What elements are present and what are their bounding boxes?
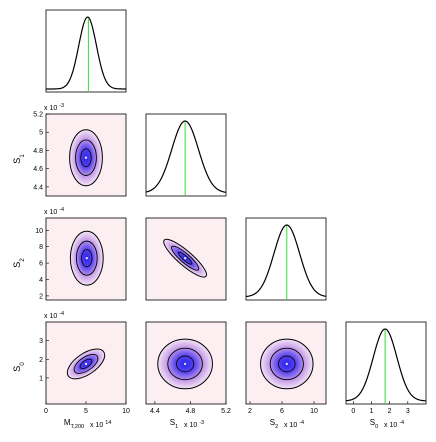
xtick-label-s0: 1 — [370, 408, 374, 415]
ylabel-s0: S0 — [12, 362, 26, 372]
joint-density-s2-s0 — [260, 338, 314, 390]
xlabel-s1: S1 — [170, 418, 178, 430]
scale-note-x-s0: x 10 -4 — [384, 420, 404, 429]
scale-note-y-s0: x 10 -4 — [44, 311, 64, 320]
ytick-label-s2: 2 — [39, 293, 43, 300]
xtick-label-m: 10 — [122, 408, 130, 415]
ylabel-s1: S1 — [12, 154, 26, 164]
marginal-frame-s2 — [245, 217, 327, 301]
ytick-label-s2: 8 — [39, 244, 43, 251]
ytick-label-s0: 1 — [39, 375, 43, 382]
ytick-label-s0: 2 — [39, 357, 43, 364]
xtick-label-s0: 3 — [406, 408, 410, 415]
xlabel-m: MT,200 — [64, 418, 84, 430]
ytick-label-s2: 4 — [39, 277, 43, 284]
scale-note-x-s1: x 10 -3 — [184, 420, 204, 429]
ylabel-s2: S2 — [12, 258, 26, 268]
ytick-label-s2: 10 — [35, 228, 43, 235]
joint-density-m-s2 — [69, 230, 104, 286]
joint-density-m-s1 — [69, 129, 103, 187]
ytick-label-s1: 4.6 — [33, 166, 43, 173]
marginal-frame-s0 — [345, 321, 427, 405]
xtick-label-s1: 4.4 — [150, 408, 160, 415]
xtick-label-s1: 5.2 — [221, 408, 231, 415]
ytick-label-s1: 4.4 — [33, 184, 43, 191]
xtick-label-s2: 10 — [310, 408, 318, 415]
xtick-label-m: 0 — [44, 408, 48, 415]
scale-note-x-m: x 10 14 — [90, 420, 111, 429]
xtick-label-s2: 6 — [280, 408, 284, 415]
xtick-label-s2: 2 — [248, 408, 252, 415]
ytick-label-s0: 3 — [39, 338, 43, 345]
marginal-curve-s0 — [345, 328, 426, 402]
xtick-label-m: 5 — [84, 408, 88, 415]
scale-note-y-s2: x 10 -4 — [44, 207, 64, 216]
xtick-label-s0: 2 — [388, 408, 392, 415]
xlabel-s0: S0 — [370, 418, 378, 430]
panels-layer — [45, 9, 427, 405]
joint-density-s1-s0 — [157, 338, 213, 390]
marginal-frame-s1 — [145, 113, 227, 197]
ytick-label-s2: 6 — [39, 261, 43, 268]
marginal-frame-m — [45, 9, 127, 93]
ytick-label-s1: 4.8 — [33, 148, 43, 155]
marginal-curve-s2 — [245, 224, 327, 298]
xlabel-s2: S2 — [270, 418, 278, 430]
marginal-curve-m — [46, 16, 126, 90]
joint-density-m-s0 — [66, 348, 106, 380]
ytick-label-s1: 5 — [39, 130, 43, 137]
ytick-label-s1: 5.2 — [33, 112, 43, 119]
scale-note-x-s2: x 10 -4 — [284, 420, 304, 429]
marginal-curve-s1 — [145, 120, 227, 193]
scale-note-y-s1: x 10 -3 — [44, 103, 64, 112]
joint-density-s1-s2 — [163, 238, 208, 278]
xtick-label-s0: 0 — [351, 408, 355, 415]
xtick-label-s1: 4.8 — [186, 408, 196, 415]
